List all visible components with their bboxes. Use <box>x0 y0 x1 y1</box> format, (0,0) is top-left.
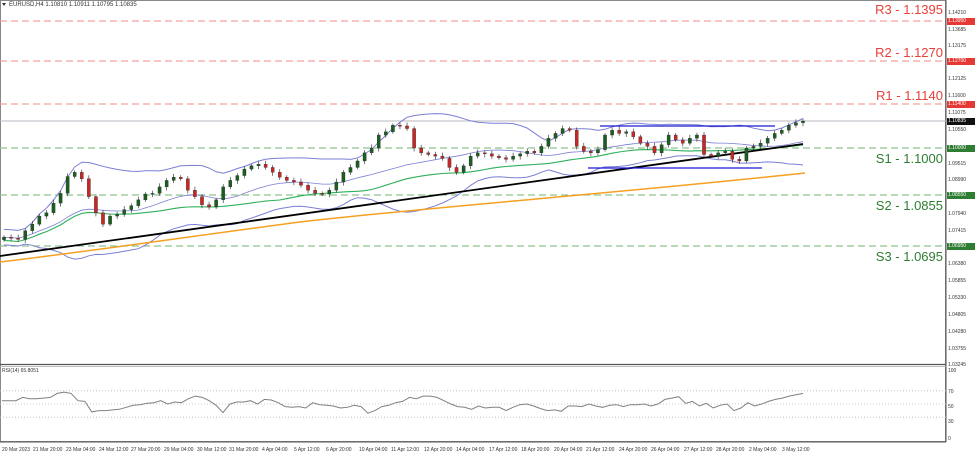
time-axis-label: 24 Mar 12:00 <box>99 447 129 453</box>
time-axis-label: 28 Apr 20:00 <box>716 447 745 453</box>
time-axis-label: 21 Mar 20:00 <box>33 447 63 453</box>
time-axis-label: 18 Apr 20:00 <box>521 447 550 453</box>
rsi-indicator <box>0 390 946 418</box>
s1-price-tag: 1.10000 <box>947 145 975 152</box>
price-axis-label: 1.11600 <box>948 93 966 99</box>
time-axis-label: 27 Mar 20:00 <box>131 447 161 453</box>
price-axis-label: 1.07940 <box>948 211 967 217</box>
rsi-axis-70: 70 <box>948 389 954 395</box>
time-axis-label: 27 Apr 12:00 <box>684 447 713 453</box>
s3-label: S3 - 1.0695 <box>875 249 943 264</box>
r3-price-tag: 1.13950 <box>947 18 975 25</box>
time-axis-label: 31 Mar 20:00 <box>229 447 259 453</box>
price-axis-label: 1.13175 <box>948 43 967 49</box>
current-price-tag: 1.10835 <box>947 118 975 125</box>
time-axis-label: 4 Apr 04:00 <box>262 447 288 453</box>
indicator-lines <box>0 113 806 263</box>
price-axis-label: 1.11075 <box>948 110 966 116</box>
r1-label: R1 - 1.1140 <box>876 88 943 103</box>
time-axis-label: 11 Apr 12:00 <box>391 447 419 453</box>
time-axis-label: 5 Apr 12:00 <box>294 447 320 453</box>
time-axis-label: 23 Mar 04:00 <box>66 447 96 453</box>
time-axis-label: 21 Apr 12:00 <box>586 447 615 453</box>
price-axis-label: 1.04805 <box>948 312 967 318</box>
r1-price-tag: 1.11400 <box>947 101 975 108</box>
s3-price-tag: 1.06950 <box>947 243 975 250</box>
time-axis-label: 3 May 12:00 <box>782 447 810 453</box>
time-axis-label: 24 Apr 20:00 <box>619 447 648 453</box>
time-axis-label: 17 Apr 12:00 <box>489 447 518 453</box>
time-axis-label: 20 Mar 2023 <box>2 447 31 453</box>
price-axis-label: 1.03245 <box>948 362 967 368</box>
price-axis-label: 1.04280 <box>948 329 967 335</box>
rsi-axis-50: 50 <box>948 404 954 410</box>
time-axis-label: 30 Mar 12:00 <box>197 447 227 453</box>
price-axis-label: 1.08990 <box>948 177 967 183</box>
price-axis-label: 1.07415 <box>948 228 967 234</box>
price-axis-label: 1.13685 <box>948 27 967 33</box>
time-axis-label: 20 Apr 04:00 <box>554 447 583 453</box>
time-axis-label: 14 Apr 04:00 <box>456 447 485 453</box>
rsi-title: RSI(14) 65.8051 <box>2 368 39 374</box>
rsi-axis-30: 30 <box>948 419 954 425</box>
ohlc-values: 1.10810 1.10911 1.10795 1.10835 <box>45 2 137 8</box>
chart-title: EURUSD,H4 1.10810 1.10911 1.10795 1.1083… <box>2 2 137 8</box>
price-axis-label: 1.12125 <box>948 76 967 82</box>
r2-price-tag: 1.12700 <box>947 58 975 65</box>
price-axis-label: 1.10550 <box>948 127 967 133</box>
support-resistance-lines <box>0 20 946 247</box>
rsi-axis-100: 100 <box>948 368 957 374</box>
price-axis-label: 1.14210 <box>948 10 967 16</box>
s2-price-tag: 1.08550 <box>947 192 975 199</box>
s1-label: S1 - 1.1000 <box>875 151 943 166</box>
rsi-axis-0: 0 <box>948 436 951 442</box>
time-axis-label: 10 Apr 04:00 <box>359 447 388 453</box>
price-axis-label: 1.09515 <box>948 161 967 167</box>
time-axis-label: 26 Apr 04:00 <box>651 447 680 453</box>
time-axis-label: 29 Mar 04:00 <box>164 447 194 453</box>
price-axis-label: 1.06380 <box>948 261 967 267</box>
time-axis-label: 12 Apr 20:00 <box>424 447 453 453</box>
time-axis-label: 2 May 04:00 <box>749 447 777 453</box>
r2-label: R2 - 1.1270 <box>875 45 943 60</box>
price-axis-label: 1.05330 <box>948 295 967 301</box>
s2-label: S2 - 1.0855 <box>875 198 943 213</box>
time-axis-label: 6 Apr 20:00 <box>326 447 352 453</box>
symbol-label: EURUSD,H4 <box>9 2 44 8</box>
price-axis-label: 1.03755 <box>948 346 967 352</box>
dropdown-triangle-icon[interactable] <box>2 2 6 6</box>
price-axis-label: 1.05855 <box>948 278 967 284</box>
r3-label: R3 - 1.1395 <box>875 2 943 17</box>
candlesticks <box>2 118 805 243</box>
